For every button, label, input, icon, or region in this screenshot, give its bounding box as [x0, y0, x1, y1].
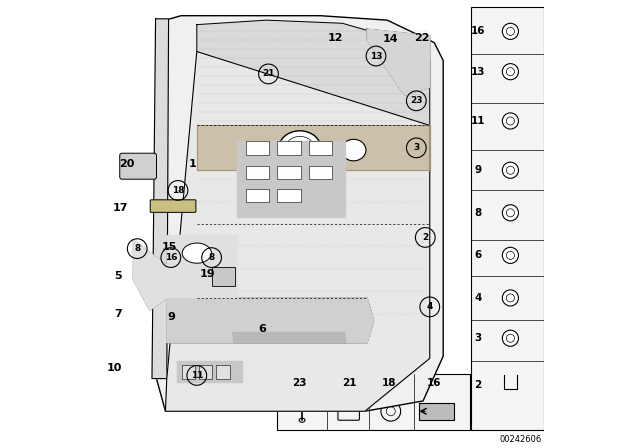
Polygon shape [177, 361, 242, 382]
Text: 15: 15 [161, 242, 177, 252]
Text: 20: 20 [119, 159, 134, 168]
Circle shape [502, 247, 518, 263]
Text: 7: 7 [115, 310, 122, 319]
Text: 12: 12 [328, 33, 344, 43]
Text: 17: 17 [113, 203, 129, 213]
Polygon shape [152, 19, 168, 379]
Text: 2: 2 [474, 380, 482, 390]
FancyBboxPatch shape [419, 403, 454, 420]
Bar [182, 365, 195, 379]
Text: 9: 9 [475, 165, 482, 175]
Polygon shape [157, 16, 443, 411]
Text: 13: 13 [370, 52, 382, 60]
Bar [309, 141, 332, 155]
Text: 00242606: 00242606 [499, 435, 541, 444]
Circle shape [502, 113, 518, 129]
Bar [212, 267, 235, 286]
Text: 4: 4 [474, 293, 482, 303]
Bar [199, 365, 212, 379]
Polygon shape [167, 235, 237, 297]
Text: 16: 16 [427, 378, 442, 388]
Text: 16: 16 [471, 26, 485, 36]
Text: 11: 11 [191, 371, 203, 380]
Text: 9: 9 [167, 312, 175, 322]
Bar [246, 166, 269, 179]
Bar [278, 166, 301, 179]
Circle shape [502, 330, 518, 346]
Bar [246, 141, 269, 155]
Text: 13: 13 [471, 67, 485, 77]
Circle shape [502, 290, 518, 306]
Text: 10: 10 [107, 363, 122, 373]
Bar [278, 189, 301, 202]
Bar [472, 7, 544, 430]
Text: 23: 23 [410, 96, 422, 105]
Text: 22: 22 [414, 33, 430, 43]
Polygon shape [233, 332, 346, 343]
Text: 18: 18 [382, 378, 397, 388]
Text: 8: 8 [209, 253, 214, 262]
Polygon shape [197, 20, 430, 125]
Text: 6: 6 [474, 250, 482, 260]
Text: 4: 4 [427, 302, 433, 311]
Text: 8: 8 [134, 244, 140, 253]
Polygon shape [132, 240, 167, 310]
Circle shape [502, 23, 518, 39]
Text: 3: 3 [413, 143, 419, 152]
Bar [278, 141, 301, 155]
Polygon shape [367, 29, 430, 95]
FancyBboxPatch shape [150, 200, 196, 212]
Text: 23: 23 [292, 378, 307, 388]
Text: 3: 3 [474, 333, 482, 343]
FancyBboxPatch shape [120, 153, 157, 179]
Text: 19: 19 [199, 269, 215, 279]
Polygon shape [197, 125, 430, 170]
Ellipse shape [299, 418, 305, 422]
Bar [278, 374, 470, 430]
Ellipse shape [341, 139, 366, 161]
Text: 18: 18 [172, 186, 184, 195]
Polygon shape [165, 52, 430, 411]
Bar [216, 365, 230, 379]
Text: 14: 14 [383, 34, 399, 44]
Text: 11: 11 [471, 116, 485, 126]
Bar [309, 166, 332, 179]
Ellipse shape [278, 131, 321, 167]
Text: 21: 21 [342, 378, 356, 388]
Text: 6: 6 [259, 324, 267, 334]
Polygon shape [167, 298, 374, 343]
Text: 5: 5 [114, 271, 122, 280]
Polygon shape [237, 141, 345, 217]
Text: 2: 2 [422, 233, 428, 242]
Text: 1: 1 [188, 159, 196, 168]
Circle shape [502, 64, 518, 80]
Text: 21: 21 [262, 69, 275, 78]
Bar [246, 189, 269, 202]
Text: 16: 16 [164, 253, 177, 262]
Circle shape [502, 205, 518, 221]
Circle shape [502, 162, 518, 178]
Ellipse shape [182, 243, 211, 263]
Text: 8: 8 [474, 208, 482, 218]
